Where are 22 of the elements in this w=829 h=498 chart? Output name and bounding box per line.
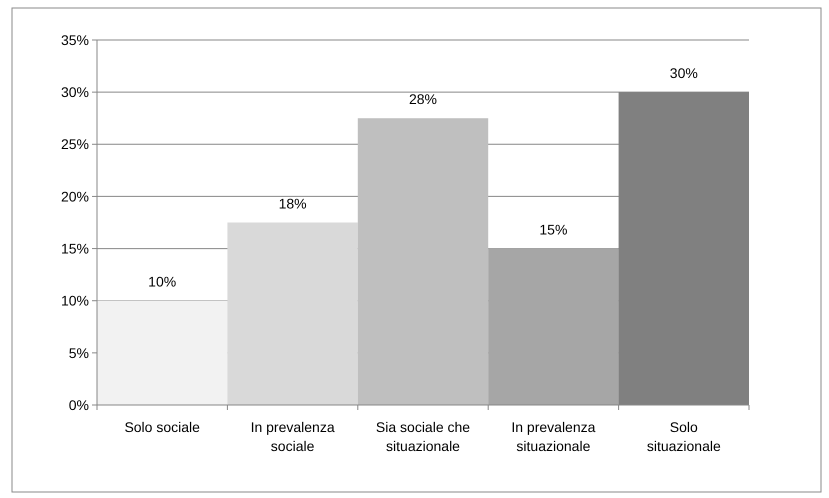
y-tick-label: 10% — [60, 292, 89, 309]
bar — [358, 118, 488, 405]
x-tick-label: Solo sociale — [124, 419, 200, 435]
data-label: 18% — [278, 196, 307, 212]
x-tick-label: Sia sociale che situazionale — [376, 419, 470, 454]
x-tick-label: Solo situazionale — [646, 419, 721, 454]
y-tick-label: 15% — [60, 240, 89, 256]
data-label: 30% — [670, 65, 698, 82]
y-tick-label: 30% — [60, 84, 89, 100]
y-tick-label: 35% — [60, 32, 89, 48]
y-tick-label: 0% — [68, 396, 89, 413]
x-tick-label: In prevalenza situazionale — [511, 419, 596, 454]
x-tick-label: In prevalenza sociale — [250, 419, 335, 454]
bar — [227, 222, 358, 405]
y-tick-label: 20% — [60, 188, 89, 204]
data-label: 15% — [539, 222, 568, 238]
data-label: 28% — [408, 91, 438, 108]
y-tick-label: 5% — [68, 344, 89, 361]
data-label: 10% — [148, 274, 176, 290]
bar — [97, 300, 228, 405]
bar — [488, 248, 619, 405]
y-tick-label: 25% — [60, 136, 89, 152]
